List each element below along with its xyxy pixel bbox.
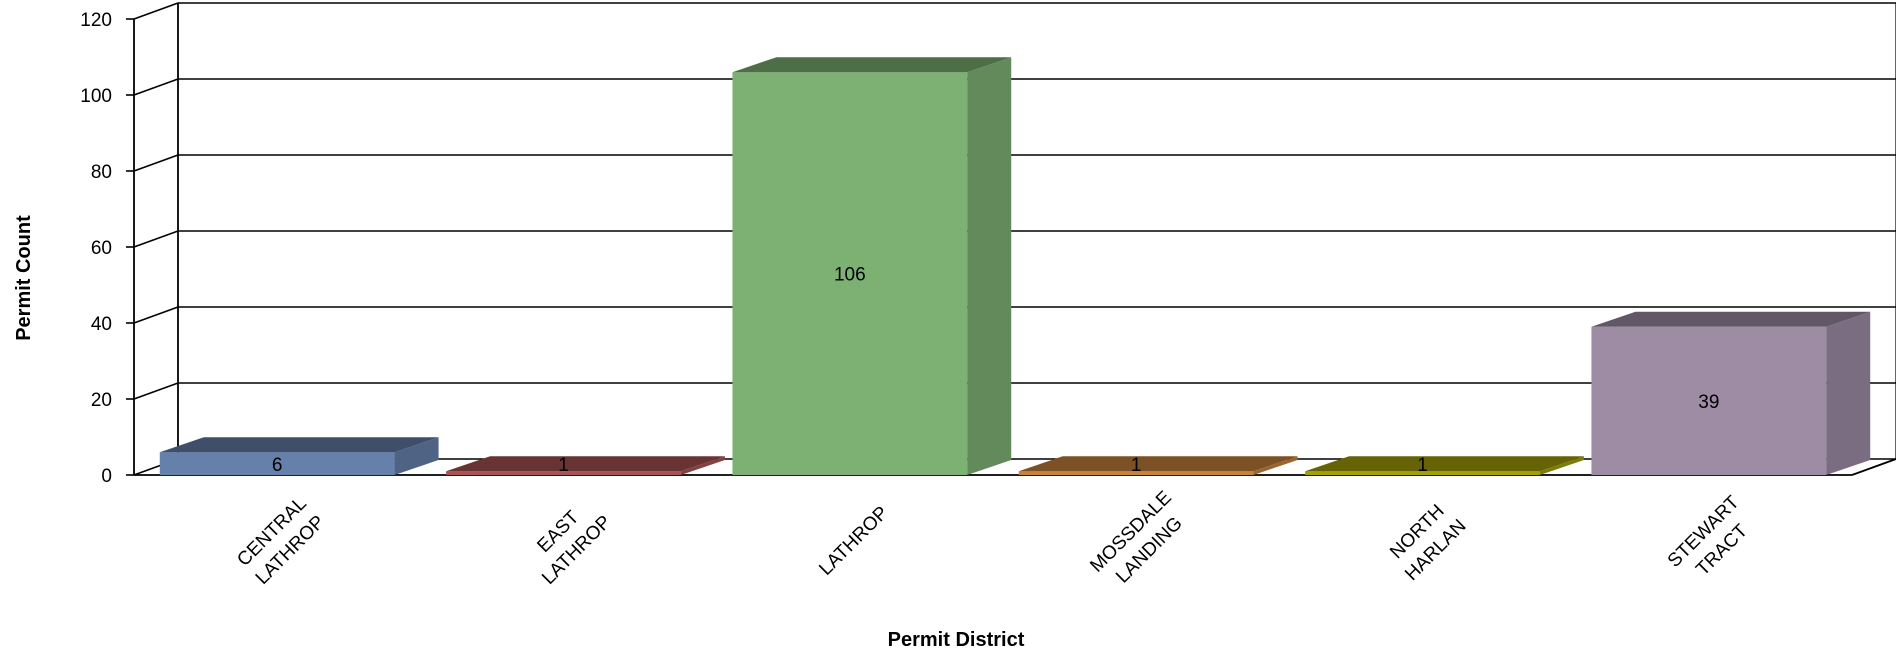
- y-tick-label: 60: [91, 238, 112, 259]
- data-label: 106: [834, 265, 866, 286]
- floor-right-edge: [1851, 458, 1896, 476]
- bar-side: [1539, 456, 1584, 475]
- bar-top: [159, 437, 439, 453]
- x-category-label: CENTRALLATHROP: [233, 493, 329, 589]
- left-wall-gridline: [133, 154, 179, 172]
- bar-front: [1305, 471, 1540, 475]
- y-axis-title: Permit Count: [13, 215, 35, 341]
- bar-3: [1018, 456, 1298, 475]
- bar-front: [1018, 471, 1254, 475]
- bar-front: [1591, 326, 1827, 475]
- y-tick-label: 20: [91, 390, 112, 411]
- bar-side: [680, 456, 725, 475]
- bar-side: [1253, 456, 1298, 475]
- bar-top: [446, 456, 725, 472]
- gridlines: [133, 2, 1896, 476]
- data-label: 1: [558, 455, 569, 476]
- bar-side: [394, 437, 439, 475]
- bar-front: [446, 471, 681, 475]
- bar-2: [732, 57, 1012, 475]
- x-category-label: EASTLATHROP: [520, 493, 616, 589]
- data-label: 6: [272, 455, 283, 476]
- x-category-labels: CENTRALLATHROP EASTLATHROP LATHROP MOSSDALE…: [233, 487, 1762, 595]
- data-labels: 6 1 106 1 1 39: [272, 265, 1720, 476]
- x-category-label: STEWARTTRACT: [1664, 492, 1762, 590]
- y-tick-label: 80: [91, 162, 112, 183]
- data-label: 1: [1131, 455, 1142, 476]
- y-tick-label: 40: [91, 314, 112, 335]
- left-wall-gridline: [133, 230, 179, 248]
- y-tick-labels: 0 20 40 60 80 100 120: [80, 10, 112, 487]
- x-category-line: LATHROP: [815, 502, 892, 579]
- axes: [126, 3, 1896, 476]
- bar-4: [1305, 456, 1584, 475]
- bar-side: [1826, 311, 1871, 475]
- bar-top: [1591, 311, 1871, 327]
- bar-top: [1305, 456, 1584, 472]
- x-category-label: MOSSDALELANDING: [1086, 487, 1194, 595]
- bar-1: [446, 456, 725, 475]
- data-label: 39: [1698, 392, 1719, 413]
- x-category-label: NORTHHARLAN: [1383, 497, 1471, 585]
- bar-top: [1018, 456, 1298, 472]
- y-tick-label: 100: [80, 86, 112, 107]
- x-axis-title: Permit District: [888, 629, 1025, 650]
- bar-top: [732, 57, 1012, 73]
- x-category-label: LATHROP: [815, 502, 892, 579]
- data-label: 1: [1417, 455, 1428, 476]
- bar-0: [159, 437, 439, 475]
- bar-front: [159, 452, 395, 475]
- bar-front: [732, 72, 968, 475]
- y-tick-label: 120: [80, 10, 112, 31]
- left-wall-gridline: [133, 78, 179, 96]
- left-wall-gridline: [133, 2, 179, 20]
- y-tick-label: 0: [101, 466, 112, 487]
- bar-5: [1591, 311, 1871, 475]
- left-wall-gridline: [133, 382, 179, 400]
- bars: [159, 57, 1871, 475]
- bar-side: [967, 57, 1012, 475]
- left-wall-gridline: [133, 306, 179, 324]
